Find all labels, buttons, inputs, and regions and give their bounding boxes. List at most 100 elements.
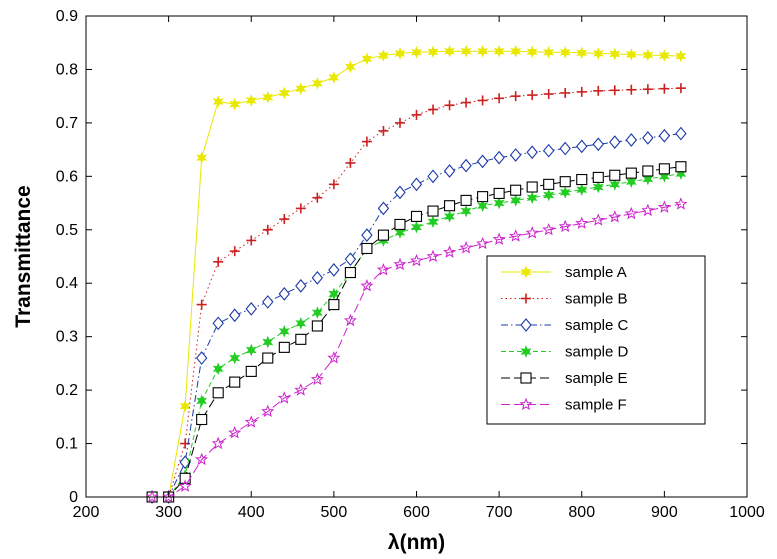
data-point <box>509 229 523 242</box>
data-point <box>591 213 605 226</box>
data-point <box>493 196 505 210</box>
data-point <box>642 165 654 177</box>
data-point <box>592 171 604 183</box>
data-point <box>592 137 604 152</box>
data-point <box>674 197 688 210</box>
legend-marker <box>520 265 532 279</box>
data-point <box>543 45 555 59</box>
data-point <box>526 45 538 59</box>
data-point <box>344 266 356 279</box>
data-point <box>542 222 556 236</box>
y-tick-label: 0.3 <box>56 329 78 346</box>
data-point <box>642 130 654 145</box>
data-point <box>658 163 670 175</box>
y-tick-label: 0.8 <box>56 61 78 78</box>
data-point <box>229 308 241 323</box>
data-point <box>344 60 356 74</box>
data-point <box>245 94 257 107</box>
data-point <box>460 158 472 173</box>
data-point <box>262 224 273 235</box>
data-point <box>675 161 687 173</box>
data-point <box>278 341 290 353</box>
data-point <box>428 104 439 115</box>
data-point <box>410 210 423 222</box>
y-tick-label: 0.2 <box>56 382 78 399</box>
data-point <box>229 351 241 365</box>
data-point <box>477 191 489 203</box>
data-point <box>609 178 621 191</box>
y-tick-label: 0 <box>69 489 78 506</box>
data-point <box>624 206 638 220</box>
series-line <box>152 87 681 498</box>
data-point <box>378 49 389 62</box>
data-point <box>376 263 390 276</box>
series-line <box>152 203 681 498</box>
data-point <box>245 302 257 316</box>
legend: sample A sample B sample C sample D sample E… <box>486 255 706 425</box>
data-point <box>494 93 505 104</box>
legend-label: sample C <box>565 317 629 334</box>
data-point <box>394 185 406 200</box>
x-tick-label: 700 <box>486 504 513 521</box>
data-point <box>394 117 405 128</box>
data-point <box>361 52 373 66</box>
data-point <box>343 313 357 327</box>
data-point <box>328 263 340 277</box>
data-point <box>279 214 290 225</box>
data-point <box>262 295 274 309</box>
data-point <box>162 490 176 503</box>
data-point <box>560 87 571 98</box>
data-point <box>477 45 489 58</box>
x-tick-label: 1000 <box>729 504 765 521</box>
data-point <box>311 271 324 285</box>
data-point <box>312 192 323 203</box>
data-point <box>626 84 637 95</box>
data-point <box>344 252 357 267</box>
x-tick-label: 500 <box>321 504 348 521</box>
data-point <box>510 45 522 58</box>
data-point <box>311 76 323 90</box>
data-point <box>294 383 308 396</box>
data-point <box>609 47 621 61</box>
data-point <box>311 320 323 332</box>
y-axis-label: Transmittance <box>12 185 35 327</box>
data-point <box>658 49 670 62</box>
data-point <box>444 210 455 223</box>
data-point <box>459 241 473 254</box>
data-point <box>641 203 655 217</box>
data-point <box>625 133 638 147</box>
data-point <box>410 177 423 192</box>
data-point <box>244 415 258 428</box>
data-point <box>295 316 307 330</box>
data-point <box>642 48 654 62</box>
data-point <box>262 352 274 364</box>
data-point <box>477 95 488 106</box>
data-point <box>543 178 555 190</box>
data-point <box>410 220 423 234</box>
data-point <box>527 90 538 101</box>
data-point <box>576 86 587 97</box>
data-point <box>196 413 208 426</box>
data-point <box>178 479 192 492</box>
data-point <box>427 205 439 217</box>
data-point <box>212 95 224 108</box>
data-point <box>262 335 274 349</box>
legend-label: sample B <box>565 291 628 308</box>
data-point <box>311 306 323 319</box>
y-tick-label: 0.5 <box>56 222 78 239</box>
data-point <box>145 490 159 503</box>
legend-marker <box>520 345 532 358</box>
data-point <box>443 200 456 212</box>
data-point <box>410 45 423 59</box>
data-point <box>576 173 588 186</box>
data-point <box>245 365 257 377</box>
data-point <box>361 228 373 242</box>
data-point <box>212 387 224 399</box>
data-point <box>427 45 439 59</box>
data-point <box>295 333 307 345</box>
data-point <box>576 139 588 154</box>
data-point <box>228 426 242 439</box>
data-point <box>510 91 521 102</box>
data-point <box>361 136 372 147</box>
